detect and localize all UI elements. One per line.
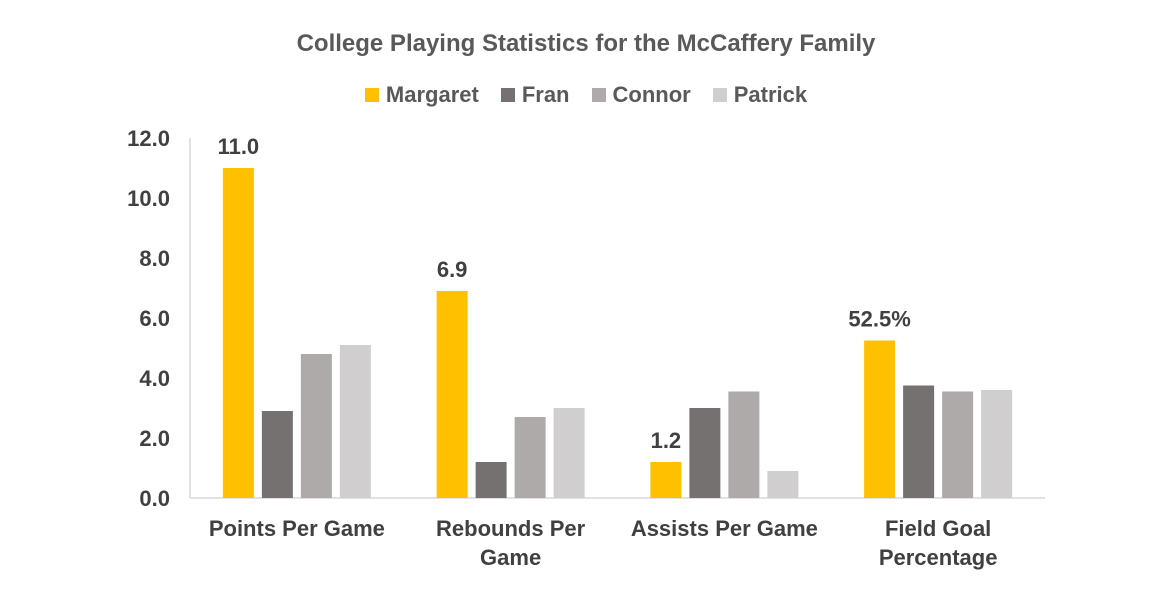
x-category-label: Field Goal: [885, 516, 991, 541]
chart-axes: 0.0 2.0 4.0 6.0 8.0 10.0 12.0: [127, 126, 1045, 511]
chart-title: College Playing Statistics for the McCaf…: [296, 30, 876, 57]
bar-connor-1: [514, 417, 546, 498]
bar-connor-0: [300, 354, 332, 498]
y-tick-label: 4.0: [139, 366, 170, 391]
data-label: 1.2: [651, 428, 682, 453]
x-category-label: Points Per Game: [209, 516, 385, 541]
y-tick-label: 2.0: [139, 426, 170, 451]
data-label: 52.5%: [848, 307, 910, 332]
legend-label-connor: Connor: [612, 82, 691, 107]
bar-fran-2: [689, 408, 721, 498]
chart-labels: 11.0 6.9 1.2 52.5% Points Per Game Rebounds P…: [209, 134, 998, 570]
data-label: 11.0: [218, 134, 260, 159]
bar-patrick-2: [767, 471, 799, 498]
bar-patrick-3: [981, 390, 1013, 498]
data-label: 6.9: [437, 257, 468, 282]
y-tick-label: 6.0: [139, 306, 170, 331]
y-tick-label: 12.0: [127, 126, 170, 151]
chart-bars: [222, 168, 1013, 498]
y-tick-label: 8.0: [139, 246, 170, 271]
y-tick-label: 0.0: [139, 486, 170, 511]
bar-fran-3: [903, 385, 935, 498]
legend-label-fran: Fran: [521, 82, 570, 107]
bar-patrick-1: [553, 408, 585, 498]
legend-item-margaret: Margaret: [364, 82, 479, 108]
x-category-label: Percentage: [879, 545, 998, 570]
legend-swatch-patrick: [712, 88, 727, 102]
legend-item-connor: Connor: [591, 82, 691, 108]
legend-swatch-fran: [500, 88, 515, 102]
x-category-label: Rebounds Per: [436, 516, 586, 541]
legend-label-patrick: Patrick: [733, 82, 808, 107]
x-category-label: Assists Per Game: [631, 516, 818, 541]
bar-fran-0: [261, 411, 293, 498]
legend-item-fran: Fran: [500, 82, 570, 108]
bar-patrick-0: [339, 345, 371, 498]
bar-margaret-2: [650, 462, 682, 498]
bar-connor-2: [728, 391, 760, 498]
legend-item-patrick: Patrick: [712, 82, 808, 108]
legend-swatch-margaret: [364, 88, 379, 102]
bar-fran-1: [475, 462, 507, 498]
bar-margaret-3: [864, 340, 896, 498]
x-category-label: Game: [480, 545, 541, 570]
y-tick-label: 10.0: [127, 186, 170, 211]
bar-margaret-1: [436, 291, 468, 498]
legend-label-margaret: Margaret: [385, 82, 479, 107]
legend-swatch-connor: [591, 88, 606, 102]
bar-connor-3: [942, 391, 974, 498]
bar-margaret-0: [222, 168, 254, 498]
chart-legend: Margaret Fran Connor Patrick: [0, 82, 1172, 108]
